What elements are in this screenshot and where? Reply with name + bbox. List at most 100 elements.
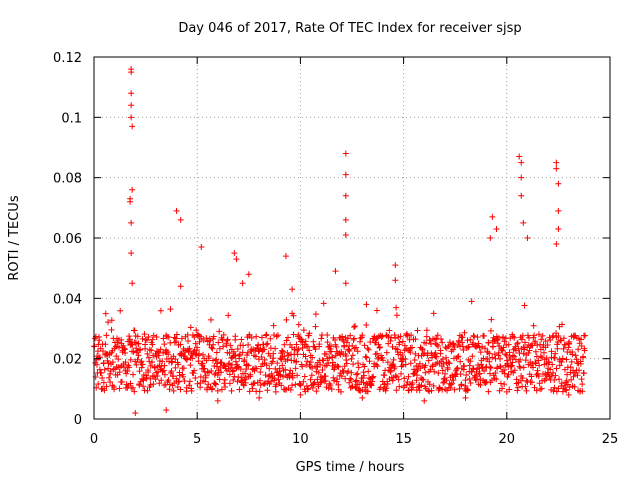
data-point xyxy=(276,365,283,372)
data-point xyxy=(209,345,216,352)
data-point xyxy=(564,371,571,378)
data-point xyxy=(300,327,307,334)
data-point xyxy=(363,301,370,308)
data-point xyxy=(152,376,159,383)
data-point xyxy=(346,348,353,355)
data-point xyxy=(317,361,324,368)
data-point xyxy=(553,388,560,395)
data-point xyxy=(199,360,206,367)
data-point xyxy=(282,366,289,373)
data-point xyxy=(462,377,469,384)
data-point xyxy=(161,362,168,369)
data-point xyxy=(295,321,302,328)
data-point xyxy=(393,387,400,394)
data-point xyxy=(138,364,145,371)
data-point xyxy=(493,336,500,343)
data-point xyxy=(387,337,394,344)
data-point xyxy=(108,326,115,333)
data-point xyxy=(481,332,488,339)
data-point xyxy=(172,356,179,363)
data-point xyxy=(294,372,301,379)
data-point xyxy=(166,381,173,388)
data-point xyxy=(195,358,202,365)
data-point xyxy=(374,363,381,370)
data-point xyxy=(245,362,252,369)
data-point xyxy=(205,355,212,362)
data-point xyxy=(186,378,193,385)
data-point xyxy=(262,332,269,339)
data-point xyxy=(465,344,472,351)
data-point xyxy=(543,375,550,382)
data-point xyxy=(549,333,556,340)
data-point xyxy=(549,361,556,368)
data-point xyxy=(268,378,275,385)
data-point xyxy=(295,346,302,353)
data-point xyxy=(127,356,134,363)
data-point xyxy=(177,386,184,393)
data-point xyxy=(432,361,439,368)
data-point xyxy=(147,362,154,369)
data-point xyxy=(445,359,452,366)
data-point xyxy=(453,366,460,373)
data-point xyxy=(425,357,432,364)
data-point xyxy=(304,343,311,350)
data-point xyxy=(170,387,177,394)
data-point xyxy=(392,262,399,269)
data-point xyxy=(251,380,258,387)
data-point xyxy=(218,359,225,366)
data-point xyxy=(359,394,366,401)
data-point xyxy=(450,340,457,347)
data-point xyxy=(439,356,446,363)
data-point xyxy=(476,370,483,377)
data-point xyxy=(457,371,464,378)
data-point xyxy=(145,368,152,375)
data-point xyxy=(457,358,464,365)
data-point xyxy=(487,235,494,241)
data-point xyxy=(571,383,578,390)
data-point xyxy=(177,341,184,348)
data-point xyxy=(401,382,408,389)
data-point xyxy=(465,343,472,350)
data-point xyxy=(115,356,122,363)
data-point xyxy=(176,372,183,379)
data-point xyxy=(239,349,246,356)
data-point xyxy=(186,382,193,389)
data-point xyxy=(228,387,235,394)
data-point xyxy=(468,298,475,305)
data-point xyxy=(306,330,313,337)
data-point xyxy=(161,371,168,378)
data-point xyxy=(334,376,341,383)
y-tick-label: 0.06 xyxy=(53,232,82,247)
data-point xyxy=(231,373,238,380)
data-point xyxy=(129,123,136,130)
data-point xyxy=(281,353,288,360)
data-point xyxy=(369,374,376,381)
data-point xyxy=(99,348,106,355)
data-point xyxy=(365,368,372,375)
data-point xyxy=(128,219,135,226)
data-point xyxy=(553,165,560,172)
data-point xyxy=(186,345,193,352)
data-point xyxy=(423,333,430,340)
data-point xyxy=(427,366,434,373)
data-point xyxy=(229,368,236,375)
data-point xyxy=(435,370,442,377)
data-point xyxy=(292,381,299,388)
data-point xyxy=(123,370,130,377)
data-point xyxy=(484,349,491,356)
data-point xyxy=(559,355,566,362)
data-point xyxy=(294,347,301,354)
data-point xyxy=(305,386,312,393)
data-point xyxy=(131,388,138,395)
data-point xyxy=(408,332,415,339)
data-point xyxy=(500,334,507,341)
data-point xyxy=(111,386,118,393)
data-point xyxy=(175,361,182,368)
data-point xyxy=(310,380,317,387)
data-point xyxy=(175,378,182,385)
data-point xyxy=(181,352,188,359)
data-point xyxy=(189,355,196,362)
data-point xyxy=(159,368,166,375)
data-point xyxy=(196,350,203,357)
data-point xyxy=(489,213,496,220)
